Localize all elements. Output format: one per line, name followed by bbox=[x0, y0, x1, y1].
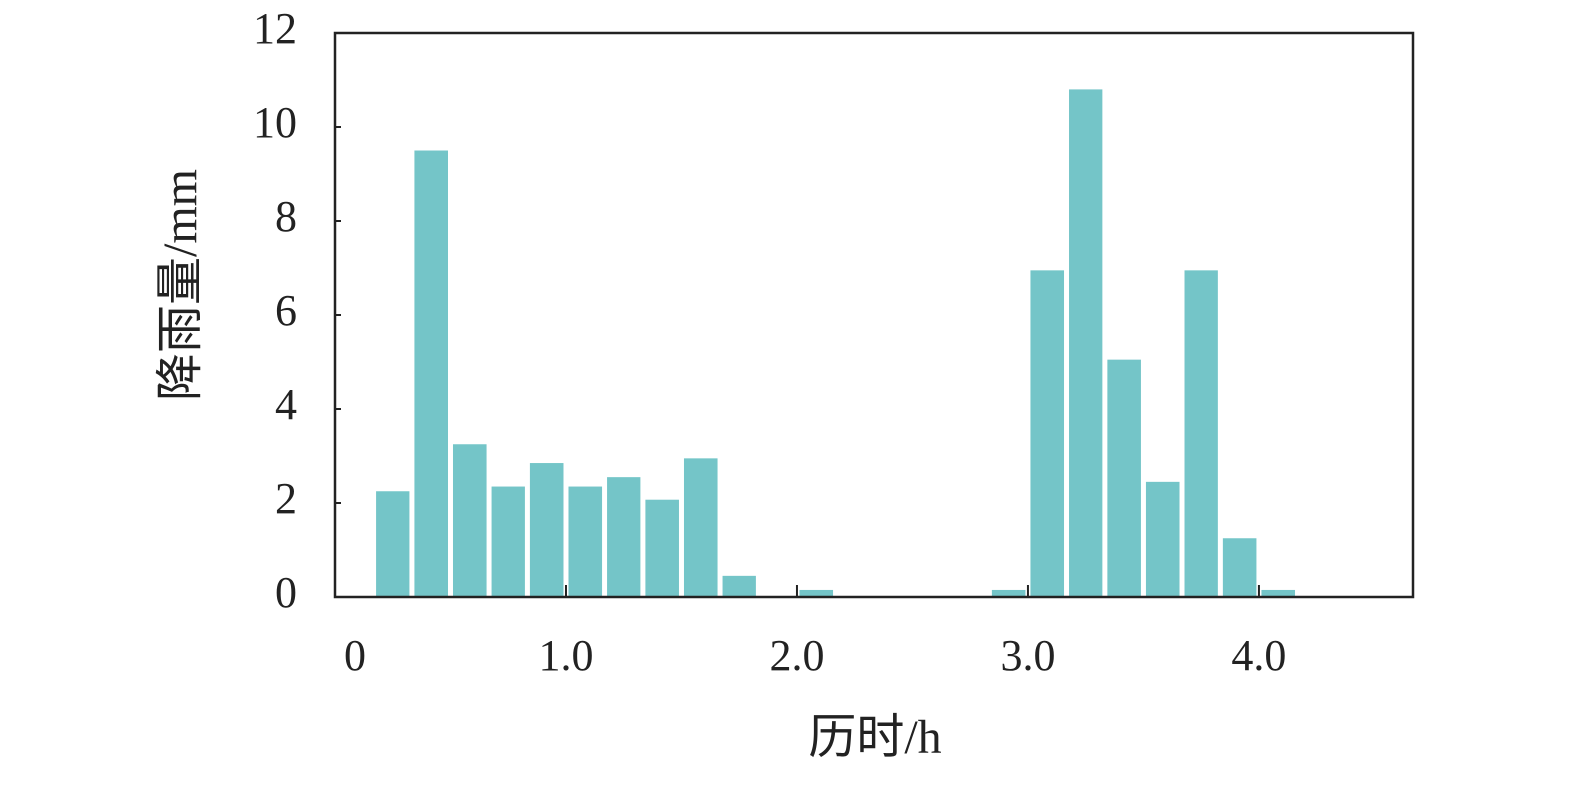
bar bbox=[1184, 270, 1218, 597]
bar bbox=[1107, 359, 1141, 597]
x-tick-label: 1.0 bbox=[538, 631, 593, 680]
bar bbox=[529, 463, 564, 597]
y-axis-label: 降雨量/mm bbox=[154, 169, 207, 401]
bar bbox=[645, 499, 679, 597]
bar bbox=[1261, 589, 1296, 597]
bar bbox=[1069, 89, 1103, 598]
bar bbox=[991, 589, 1026, 597]
bar bbox=[799, 589, 834, 597]
x-tick-label: 2.0 bbox=[769, 631, 824, 680]
bar bbox=[607, 477, 641, 597]
bar bbox=[452, 444, 487, 597]
bar bbox=[1145, 481, 1180, 597]
x-tick-label: 4.0 bbox=[1231, 631, 1286, 680]
y-tick-label: 10 bbox=[253, 98, 297, 147]
y-tick-label: 0 bbox=[275, 568, 297, 617]
bar bbox=[414, 150, 448, 597]
bar bbox=[1222, 538, 1257, 597]
y-tick-label: 8 bbox=[275, 192, 297, 241]
y-tick-label: 2 bbox=[275, 474, 297, 523]
bar bbox=[683, 458, 718, 597]
bar bbox=[568, 486, 603, 597]
x-tick-label: 3.0 bbox=[1000, 631, 1055, 680]
bar bbox=[722, 575, 756, 597]
x-tick-label: 0 bbox=[344, 631, 366, 680]
x-axis-label: 历时/h bbox=[808, 711, 941, 764]
y-tick-label: 6 bbox=[275, 286, 297, 335]
y-tick-label: 12 bbox=[253, 4, 297, 53]
bar bbox=[376, 491, 410, 597]
bar bbox=[491, 486, 525, 597]
y-tick-label: 4 bbox=[275, 380, 297, 429]
bar bbox=[1030, 270, 1065, 597]
plot-frame bbox=[333, 31, 1415, 599]
